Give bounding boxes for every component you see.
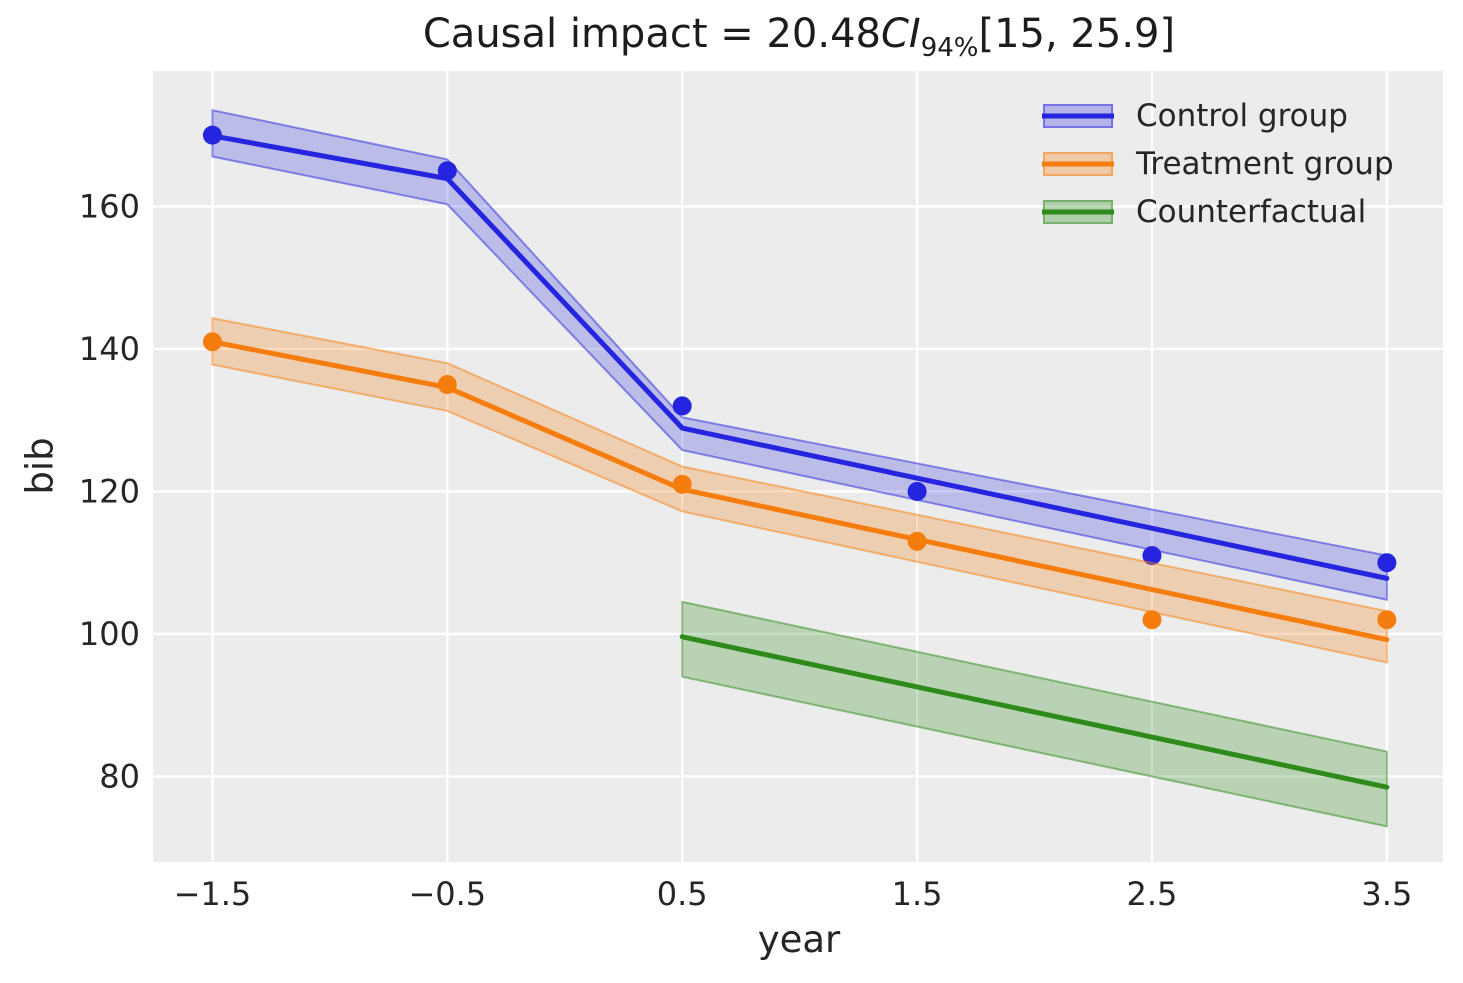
x-tick-label: 2.5 — [1127, 875, 1178, 913]
title-ci-subscript: 94% — [920, 33, 979, 63]
scatter-point-control-group — [437, 161, 457, 181]
x-axis-label: year — [757, 918, 841, 961]
scatter-point-control-group — [672, 396, 692, 416]
legend-swatch-counterfactual — [1042, 200, 1114, 224]
scatter-point-control-group — [1377, 553, 1397, 573]
legend-item-control-group: Control group — [1042, 97, 1394, 134]
legend: Control group Treatment group Counterfac… — [1042, 97, 1394, 247]
legend-label-control-group: Control group — [1136, 97, 1348, 134]
plot-background — [153, 71, 1443, 862]
y-axis-label: bib — [18, 437, 62, 495]
x-tick-label: −0.5 — [408, 875, 486, 913]
scatter-point-treatment-group — [907, 531, 927, 551]
confidence-band-control-group — [211, 108, 1388, 601]
y-tick-label: 140 — [79, 330, 140, 368]
title-ci: CI — [880, 11, 921, 57]
y-tick-label: 120 — [79, 472, 140, 510]
scatter-point-control-group — [202, 125, 222, 145]
scatter-point-treatment-group — [672, 474, 692, 494]
y-tick-label: 160 — [79, 187, 140, 225]
legend-item-counterfactual: Counterfactual — [1042, 193, 1394, 230]
fit-line-counterfactual — [679, 634, 1390, 790]
legend-label-treatment-group: Treatment group — [1136, 145, 1394, 182]
legend-item-treatment-group: Treatment group — [1042, 145, 1394, 182]
scatter-point-control-group — [1142, 546, 1162, 566]
legend-swatch-control-group — [1042, 104, 1114, 128]
scatter-point-treatment-group — [1377, 610, 1397, 630]
fit-line-control-group — [209, 133, 1390, 581]
scatter-point-treatment-group — [437, 375, 457, 395]
y-tick-label: 80 — [99, 757, 140, 795]
scatter-point-treatment-group — [202, 332, 222, 352]
x-tick-label: 0.5 — [657, 875, 708, 913]
x-tick-label: 3.5 — [1361, 875, 1412, 913]
fit-line-treatment-group — [209, 339, 1390, 643]
legend-line-treatment-group — [1042, 161, 1114, 167]
title-interval: [15, 25.9] — [978, 11, 1176, 57]
chart-title: Causal impact = 20.48CI94%[15, 25.9] — [153, 11, 1445, 63]
title-prefix: Causal impact = 20.48 — [422, 11, 881, 57]
legend-swatch-treatment-group — [1042, 152, 1114, 176]
legend-line-control-group — [1042, 113, 1114, 119]
legend-label-counterfactual: Counterfactual — [1136, 193, 1367, 230]
x-tick-label: −1.5 — [174, 875, 252, 913]
scatter-point-control-group — [907, 481, 927, 501]
x-tick-label: 1.5 — [892, 875, 943, 913]
y-tick-label: 100 — [79, 615, 140, 653]
legend-line-counterfactual — [1042, 209, 1114, 215]
scatter-point-treatment-group — [1142, 610, 1162, 630]
